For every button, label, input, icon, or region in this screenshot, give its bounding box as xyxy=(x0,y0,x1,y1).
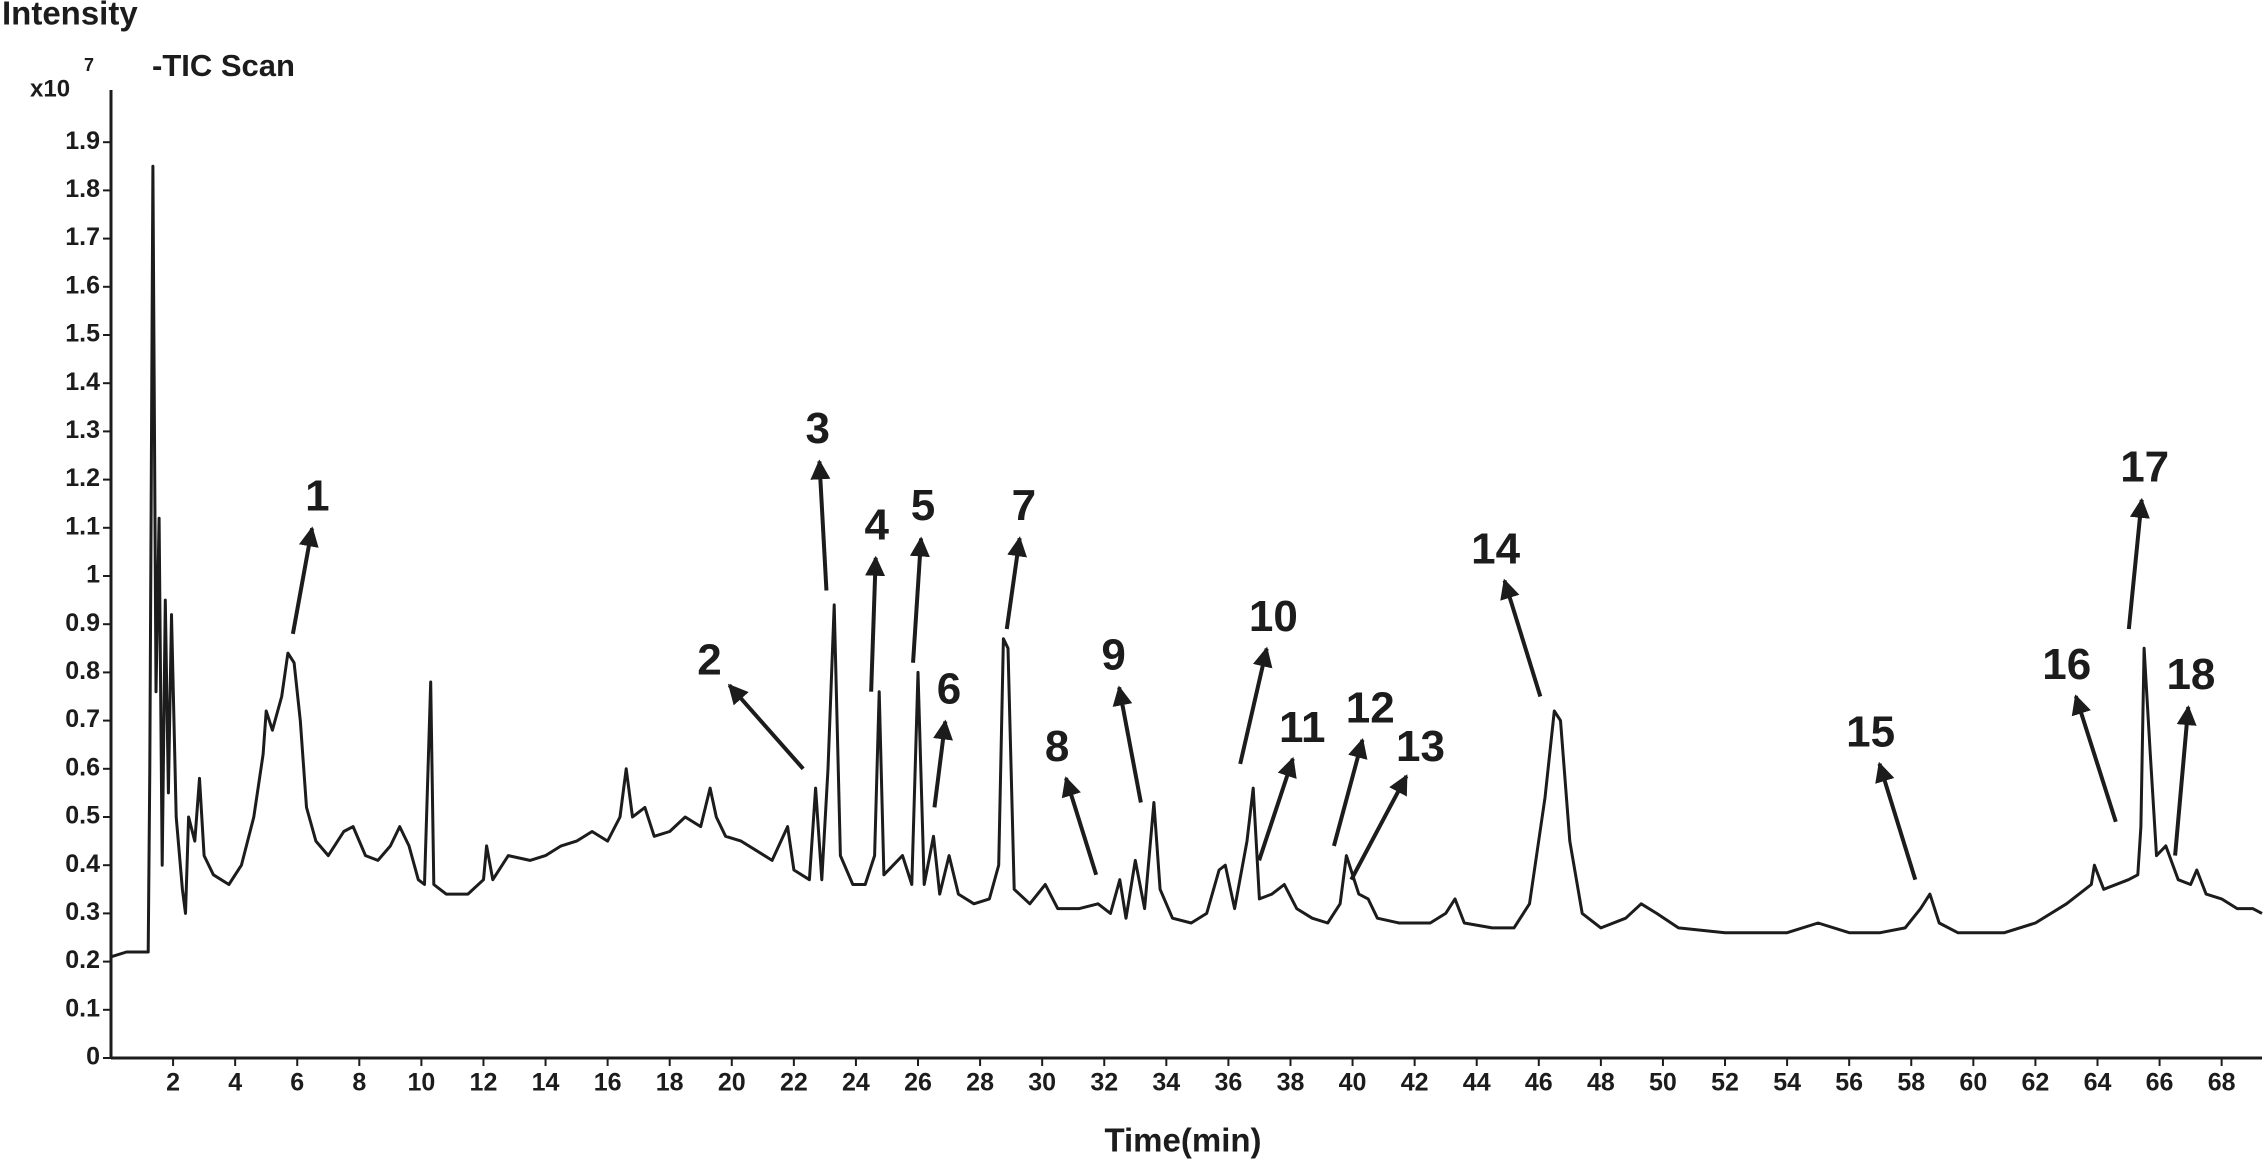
y-tick-label: 1.9 xyxy=(65,127,100,155)
x-tick-label: 32 xyxy=(1090,1069,1118,1097)
y-scale-exponent: 7 xyxy=(84,55,94,75)
y-tick-label: 0.1 xyxy=(65,994,100,1022)
y-tick-label: 1.5 xyxy=(65,320,100,348)
y-tick-label: 0.2 xyxy=(65,946,100,974)
annotation-label: 9 xyxy=(1101,631,1125,680)
x-tick-label: 40 xyxy=(1339,1069,1367,1097)
y-tick-label: 0.5 xyxy=(65,802,100,830)
x-tick-label: 56 xyxy=(1835,1069,1863,1097)
annotation-label: 4 xyxy=(864,500,889,549)
annotation-arrow xyxy=(810,459,831,591)
x-tick-label: 38 xyxy=(1277,1069,1305,1097)
annotation-label: 6 xyxy=(937,664,961,713)
y-tick-label: 1.7 xyxy=(65,223,100,251)
y-tick-label: 0.6 xyxy=(65,753,100,781)
annotation-label: 16 xyxy=(2042,640,2091,689)
x-tick-label: 52 xyxy=(1711,1069,1739,1097)
y-tick-label: 1 xyxy=(86,561,100,589)
y-tick-label: 0.9 xyxy=(65,609,100,637)
y-scale-base: x10 xyxy=(30,75,70,102)
x-tick-label: 30 xyxy=(1028,1069,1056,1097)
annotation-arrow xyxy=(1332,737,1368,847)
annotation-arrow xyxy=(2071,694,2118,823)
x-tick-label: 16 xyxy=(594,1069,622,1097)
annotation-arrow xyxy=(865,555,886,692)
y-axis-label: Intensity xyxy=(2,0,138,32)
x-tick-label: 14 xyxy=(532,1069,560,1097)
annotation-arrow xyxy=(932,719,953,808)
x-tick-label: 44 xyxy=(1463,1069,1491,1097)
x-tick-label: 2 xyxy=(166,1069,180,1097)
annotation-label: 18 xyxy=(2166,650,2215,699)
annotation-label: 5 xyxy=(911,481,935,530)
series-label: -TIC Scan xyxy=(152,48,295,83)
annotation-arrow xyxy=(727,683,805,771)
y-tick-label: 1.3 xyxy=(65,416,100,444)
x-tick-label: 18 xyxy=(656,1069,684,1097)
y-tick-label: 1.2 xyxy=(65,464,100,492)
annotation-label: 12 xyxy=(1346,684,1395,733)
x-tick-label: 22 xyxy=(780,1069,808,1097)
y-tick-label: 0.4 xyxy=(65,850,100,878)
y-tick-label: 0.7 xyxy=(65,705,100,733)
x-tick-label: 48 xyxy=(1587,1069,1615,1097)
annotation-arrow xyxy=(909,536,930,663)
x-tick-label: 66 xyxy=(2146,1069,2174,1097)
annotation-label: 15 xyxy=(1846,708,1895,757)
x-tick-label: 6 xyxy=(290,1069,304,1097)
annotation-arrow xyxy=(1061,776,1099,876)
x-tick-label: 60 xyxy=(1959,1069,1987,1097)
annotation-label: 2 xyxy=(697,635,721,684)
annotation-label: 11 xyxy=(1279,703,1326,752)
x-tick-label: 46 xyxy=(1525,1069,1553,1097)
annotation-arrow xyxy=(1349,774,1409,881)
x-tick-label: 10 xyxy=(407,1069,435,1097)
x-tick-label: 26 xyxy=(904,1069,932,1097)
x-tick-label: 54 xyxy=(1773,1069,1801,1097)
y-tick-label: 1.8 xyxy=(65,175,100,203)
y-tick-label: 1.4 xyxy=(65,368,100,396)
series-line xyxy=(110,164,2263,959)
y-tick-label: 1.1 xyxy=(65,512,100,540)
x-tick-label: 62 xyxy=(2022,1069,2050,1097)
x-tick-label: 4 xyxy=(228,1069,242,1097)
annotation-arrow xyxy=(1500,578,1543,698)
annotation-arrow xyxy=(2126,497,2150,630)
annotation-label: 13 xyxy=(1396,722,1445,771)
annotation-arrow xyxy=(1112,685,1143,803)
x-tick-label: 50 xyxy=(1649,1069,1677,1097)
annotation-label: 7 xyxy=(1012,481,1036,530)
annotation-arrow xyxy=(1238,646,1273,765)
y-tick-label: 1.6 xyxy=(65,271,100,299)
annotation-label: 1 xyxy=(305,472,329,521)
annotation-label: 8 xyxy=(1045,722,1069,771)
x-tick-label: 36 xyxy=(1214,1069,1242,1097)
x-tick-label: 12 xyxy=(470,1069,498,1097)
annotation-arrow xyxy=(1875,761,1918,881)
annotation-label: 10 xyxy=(1249,592,1298,641)
x-tick-label: 8 xyxy=(352,1069,366,1097)
annotation-label: 14 xyxy=(1471,525,1520,574)
y-tick-label: 0 xyxy=(86,1043,100,1071)
x-tick-label: 20 xyxy=(718,1069,746,1097)
annotation-arrow xyxy=(1257,756,1297,862)
annotation-label: 3 xyxy=(806,404,830,453)
x-tick-label: 28 xyxy=(966,1069,994,1097)
annotation-arrow xyxy=(2173,705,2197,856)
x-tick-label: 68 xyxy=(2208,1069,2236,1097)
x-tick-label: 34 xyxy=(1152,1069,1180,1097)
annotation-label: 17 xyxy=(2120,443,2169,492)
x-axis-label: Time(min) xyxy=(1104,1122,1261,1159)
x-tick-label: 42 xyxy=(1401,1069,1429,1097)
x-tick-label: 64 xyxy=(2084,1069,2112,1097)
annotation-arrow xyxy=(1004,536,1028,630)
x-tick-label: 58 xyxy=(1897,1069,1925,1097)
y-tick-label: 0.8 xyxy=(65,657,100,685)
x-tick-label: 24 xyxy=(842,1069,870,1097)
annotation-arrow xyxy=(290,526,319,635)
y-tick-label: 0.3 xyxy=(65,898,100,926)
